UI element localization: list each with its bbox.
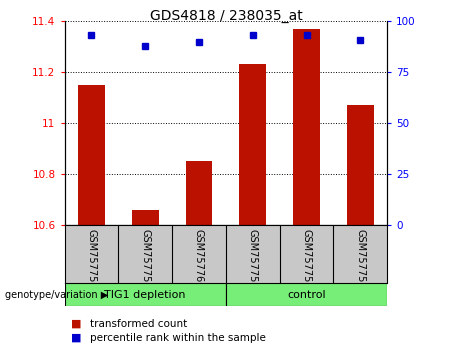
- Text: TIG1 depletion: TIG1 depletion: [105, 290, 186, 300]
- Bar: [226, 283, 387, 306]
- Text: percentile rank within the sample: percentile rank within the sample: [90, 333, 266, 343]
- Bar: [78, 85, 105, 225]
- Text: GSM757760: GSM757760: [194, 229, 204, 289]
- Text: genotype/variation ▶: genotype/variation ▶: [5, 290, 108, 299]
- Text: GSM757757: GSM757757: [355, 229, 366, 289]
- Bar: [293, 29, 320, 225]
- Text: GSM757759: GSM757759: [140, 229, 150, 289]
- Text: GSM757756: GSM757756: [301, 229, 312, 289]
- Bar: [132, 210, 159, 225]
- Text: GDS4818 / 238035_at: GDS4818 / 238035_at: [149, 9, 302, 23]
- Text: GSM757758: GSM757758: [86, 229, 96, 289]
- Text: ■: ■: [71, 333, 82, 343]
- Text: transformed count: transformed count: [90, 319, 187, 329]
- Text: control: control: [287, 290, 326, 300]
- Text: ■: ■: [71, 319, 82, 329]
- Bar: [185, 161, 213, 225]
- Text: GSM757755: GSM757755: [248, 229, 258, 289]
- Bar: [65, 283, 226, 306]
- Bar: [347, 105, 374, 225]
- Bar: [239, 64, 266, 225]
